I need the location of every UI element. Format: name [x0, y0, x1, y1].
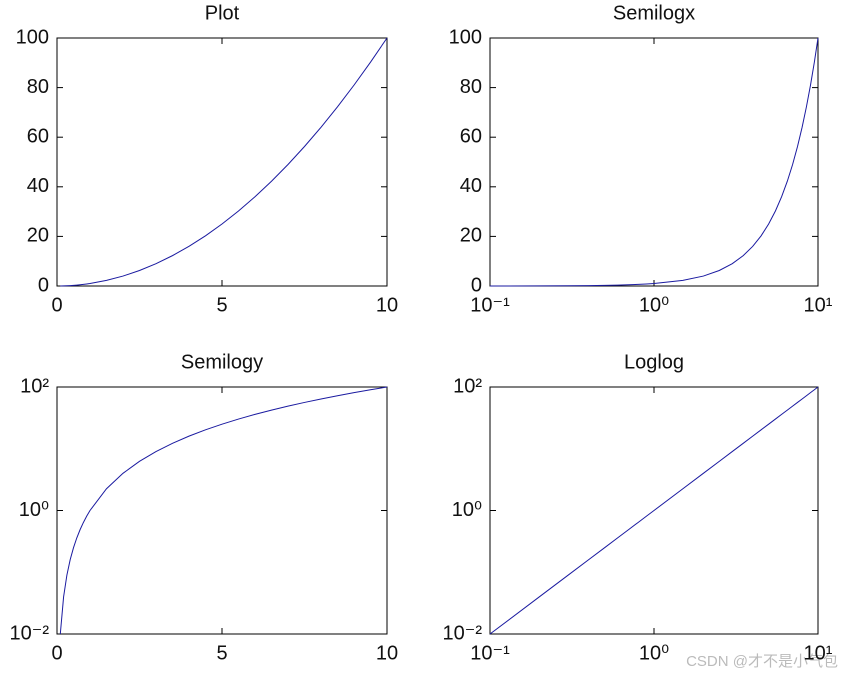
- watermark: CSDN @才不是小气包: [686, 653, 838, 670]
- data-line: [489, 386, 819, 635]
- y-tick-label: 10²: [20, 375, 49, 397]
- y-tick-label: 10⁻²: [443, 622, 483, 644]
- y-tick-label: 60: [460, 125, 482, 147]
- x-tick-label: 10: [376, 642, 398, 664]
- data-line: [60, 37, 388, 287]
- y-tick-label: 20: [460, 225, 482, 247]
- data-line: [59, 386, 388, 635]
- x-tick-label: 10⁻¹: [470, 294, 510, 316]
- y-tick-label: 10⁻²: [10, 622, 50, 644]
- y-tick-label: 0: [38, 274, 49, 296]
- y-tick-label: 0: [471, 274, 482, 296]
- y-tick-label: 40: [27, 175, 49, 197]
- y-tick-label: 100: [16, 26, 49, 48]
- chart-title: Semilogx: [613, 2, 695, 24]
- x-tick-label: 10¹: [804, 642, 833, 664]
- x-tick-label: 10⁰: [639, 294, 669, 316]
- data-line: [489, 37, 819, 287]
- chart-title: Loglog: [624, 351, 684, 373]
- x-tick-label: 5: [216, 642, 227, 664]
- y-tick-label: 10⁰: [19, 499, 49, 521]
- y-tick-label: 80: [27, 76, 49, 98]
- y-tick-label: 10²: [453, 375, 482, 397]
- y-tick-label: 10⁰: [452, 499, 482, 521]
- x-tick-label: 0: [51, 294, 62, 316]
- y-tick-label: 80: [460, 76, 482, 98]
- x-tick-label: 5: [216, 294, 227, 316]
- x-tick-label: 10⁻¹: [470, 642, 510, 664]
- x-tick-label: 10: [376, 294, 398, 316]
- x-tick-label: 10⁰: [639, 642, 669, 664]
- y-tick-label: 20: [27, 225, 49, 247]
- y-tick-label: 60: [27, 125, 49, 147]
- y-tick-label: 100: [449, 26, 482, 48]
- chart-title: Semilogy: [181, 351, 263, 373]
- x-tick-label: 0: [51, 642, 62, 664]
- y-tick-label: 40: [460, 175, 482, 197]
- chart-title: Plot: [205, 2, 240, 24]
- x-tick-label: 10¹: [804, 294, 833, 316]
